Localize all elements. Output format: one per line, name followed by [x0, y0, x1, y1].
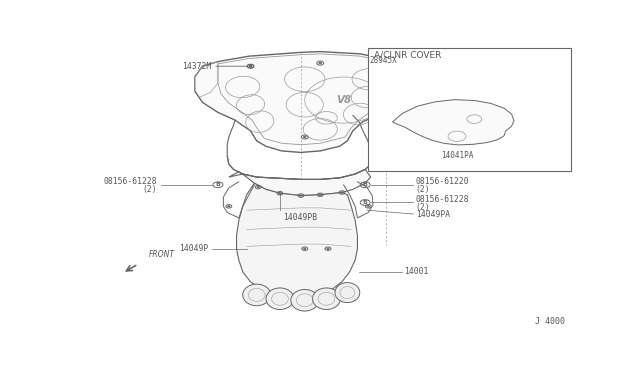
Polygon shape — [229, 169, 371, 196]
Circle shape — [383, 148, 386, 150]
Circle shape — [249, 65, 252, 67]
Text: 14372M: 14372M — [182, 62, 212, 71]
Text: 08156-61220: 08156-61220 — [415, 177, 469, 186]
Text: 08156-61228: 08156-61228 — [104, 177, 157, 186]
Polygon shape — [392, 100, 514, 145]
Circle shape — [340, 192, 343, 193]
Text: B: B — [380, 64, 385, 69]
Text: 14041P: 14041P — [422, 100, 452, 109]
Text: 08146-6202H: 08146-6202H — [415, 60, 468, 69]
Text: J 4000: J 4000 — [535, 317, 565, 326]
Circle shape — [303, 248, 306, 249]
Ellipse shape — [291, 289, 319, 311]
Circle shape — [300, 195, 302, 196]
Text: 14049P: 14049P — [179, 244, 208, 253]
Text: V8: V8 — [336, 95, 351, 105]
Ellipse shape — [243, 284, 271, 306]
Text: B: B — [363, 182, 367, 187]
Circle shape — [383, 113, 386, 115]
Circle shape — [250, 65, 252, 67]
Circle shape — [228, 206, 230, 207]
Text: 14001: 14001 — [404, 267, 428, 276]
Circle shape — [327, 248, 329, 249]
Bar — [367, 48, 571, 171]
Circle shape — [367, 206, 369, 207]
Text: (2): (2) — [415, 69, 429, 78]
Circle shape — [319, 62, 322, 64]
Circle shape — [319, 194, 321, 195]
Polygon shape — [195, 52, 406, 153]
Circle shape — [432, 84, 435, 86]
Text: — 14041F: — 14041F — [415, 137, 454, 146]
Text: 14049PB: 14049PB — [283, 212, 317, 221]
Text: A/CLNR COVER: A/CLNR COVER — [374, 51, 441, 60]
Circle shape — [381, 71, 383, 73]
Text: (2): (2) — [143, 185, 157, 195]
Text: B: B — [216, 182, 220, 187]
Ellipse shape — [266, 288, 294, 310]
Circle shape — [279, 193, 281, 194]
Circle shape — [257, 186, 259, 188]
Text: 28945X: 28945X — [370, 56, 397, 65]
Text: — 14041E: — 14041E — [415, 144, 454, 153]
Text: 14041PA: 14041PA — [441, 151, 473, 160]
Text: (2): (2) — [415, 203, 430, 212]
Ellipse shape — [312, 288, 340, 310]
Text: (2): (2) — [415, 185, 430, 195]
Ellipse shape — [335, 283, 360, 302]
Text: FRONT: FRONT — [149, 250, 175, 259]
Polygon shape — [237, 183, 358, 297]
Text: B: B — [363, 200, 367, 205]
Text: 14049PA: 14049PA — [415, 209, 450, 218]
Circle shape — [303, 136, 306, 138]
Text: 08156-61228: 08156-61228 — [415, 195, 469, 204]
